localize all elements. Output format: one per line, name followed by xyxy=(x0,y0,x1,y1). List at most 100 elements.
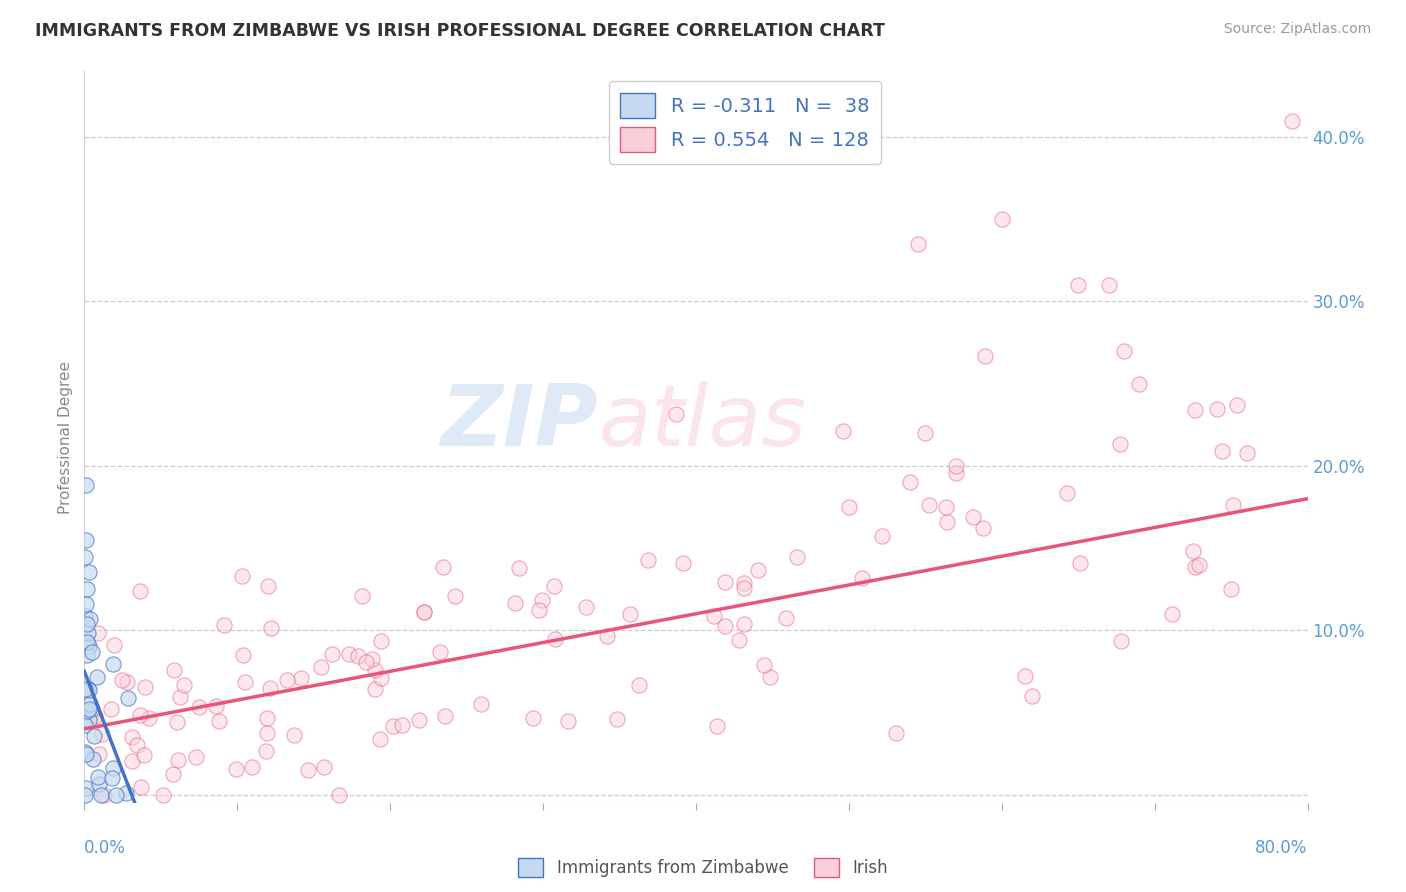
Point xyxy=(117,690,139,705)
Point xyxy=(257,579,280,593)
Point xyxy=(370,671,392,685)
Y-axis label: Professional Degree: Professional Degree xyxy=(58,360,73,514)
Point xyxy=(1236,446,1258,460)
Point xyxy=(1098,278,1121,293)
Point xyxy=(77,681,100,696)
Point xyxy=(115,675,138,690)
Point xyxy=(138,711,160,725)
Point xyxy=(1111,634,1133,648)
Point xyxy=(870,529,893,543)
Point xyxy=(360,652,382,666)
Point xyxy=(352,590,374,604)
Point xyxy=(103,638,125,652)
Point xyxy=(1181,544,1204,558)
Point xyxy=(543,579,565,593)
Point xyxy=(962,509,984,524)
Point xyxy=(945,467,967,481)
Point xyxy=(163,663,186,677)
Point xyxy=(606,712,628,726)
Point xyxy=(101,657,124,671)
Point xyxy=(706,719,728,733)
Point xyxy=(83,708,105,723)
Point xyxy=(898,475,921,490)
Point xyxy=(101,771,124,785)
Point xyxy=(233,674,256,689)
Point xyxy=(166,753,188,767)
Point xyxy=(73,550,96,565)
Text: 0.0%: 0.0% xyxy=(84,839,127,857)
Point xyxy=(935,515,957,529)
Point xyxy=(75,780,97,795)
Point xyxy=(413,605,436,619)
Point xyxy=(637,553,659,567)
Point xyxy=(918,498,941,512)
Point xyxy=(162,767,184,781)
Point xyxy=(370,633,392,648)
Point xyxy=(759,670,782,684)
Point xyxy=(134,680,156,694)
Point xyxy=(77,626,100,640)
Point xyxy=(93,788,115,802)
Point xyxy=(87,777,110,791)
Point xyxy=(786,549,808,564)
Point xyxy=(111,673,134,688)
Point xyxy=(838,500,860,514)
Text: IMMIGRANTS FROM ZIMBABWE VS IRISH PROFESSIONAL DEGREE CORRELATION CHART: IMMIGRANTS FROM ZIMBABWE VS IRISH PROFES… xyxy=(35,22,884,40)
Point xyxy=(1220,582,1243,597)
Point xyxy=(173,678,195,692)
Point xyxy=(1226,398,1249,412)
Point xyxy=(75,598,97,612)
Point xyxy=(914,425,936,440)
Point xyxy=(1184,560,1206,574)
Point xyxy=(75,533,97,547)
Point xyxy=(169,690,191,704)
Point xyxy=(79,698,101,712)
Point xyxy=(508,561,530,575)
Point xyxy=(1114,343,1136,358)
Point xyxy=(381,719,404,733)
Point xyxy=(76,705,98,719)
Point xyxy=(321,647,343,661)
Point xyxy=(413,605,436,619)
Point xyxy=(125,738,148,752)
Point xyxy=(1206,401,1229,416)
Point xyxy=(105,788,128,802)
Point xyxy=(82,702,104,716)
Point xyxy=(290,671,312,685)
Point xyxy=(75,788,97,802)
Point xyxy=(77,683,100,698)
Point xyxy=(129,583,152,598)
Point xyxy=(391,718,413,732)
Point xyxy=(831,424,853,438)
Point xyxy=(73,608,96,623)
Point xyxy=(775,611,797,625)
Point xyxy=(73,681,96,696)
Point xyxy=(75,478,97,492)
Point xyxy=(208,714,231,729)
Point xyxy=(1222,498,1244,512)
Point xyxy=(187,700,209,714)
Point xyxy=(240,760,263,774)
Point xyxy=(443,589,465,603)
Point xyxy=(356,655,378,669)
Point xyxy=(231,569,253,583)
Point xyxy=(77,639,100,653)
Point xyxy=(259,681,281,695)
Point xyxy=(619,607,641,621)
Point xyxy=(470,697,492,711)
Point xyxy=(1188,558,1211,572)
Point xyxy=(1281,113,1303,128)
Point xyxy=(75,746,97,760)
Point xyxy=(368,732,391,747)
Point xyxy=(364,681,387,696)
Point xyxy=(1069,557,1091,571)
Point xyxy=(311,659,333,673)
Point xyxy=(575,600,598,615)
Point xyxy=(347,649,370,664)
Point xyxy=(76,582,98,596)
Legend: Immigrants from Zimbabwe, Irish: Immigrants from Zimbabwe, Irish xyxy=(512,851,894,884)
Point xyxy=(703,609,725,624)
Point xyxy=(429,645,451,659)
Point xyxy=(665,407,688,421)
Point xyxy=(256,711,278,725)
